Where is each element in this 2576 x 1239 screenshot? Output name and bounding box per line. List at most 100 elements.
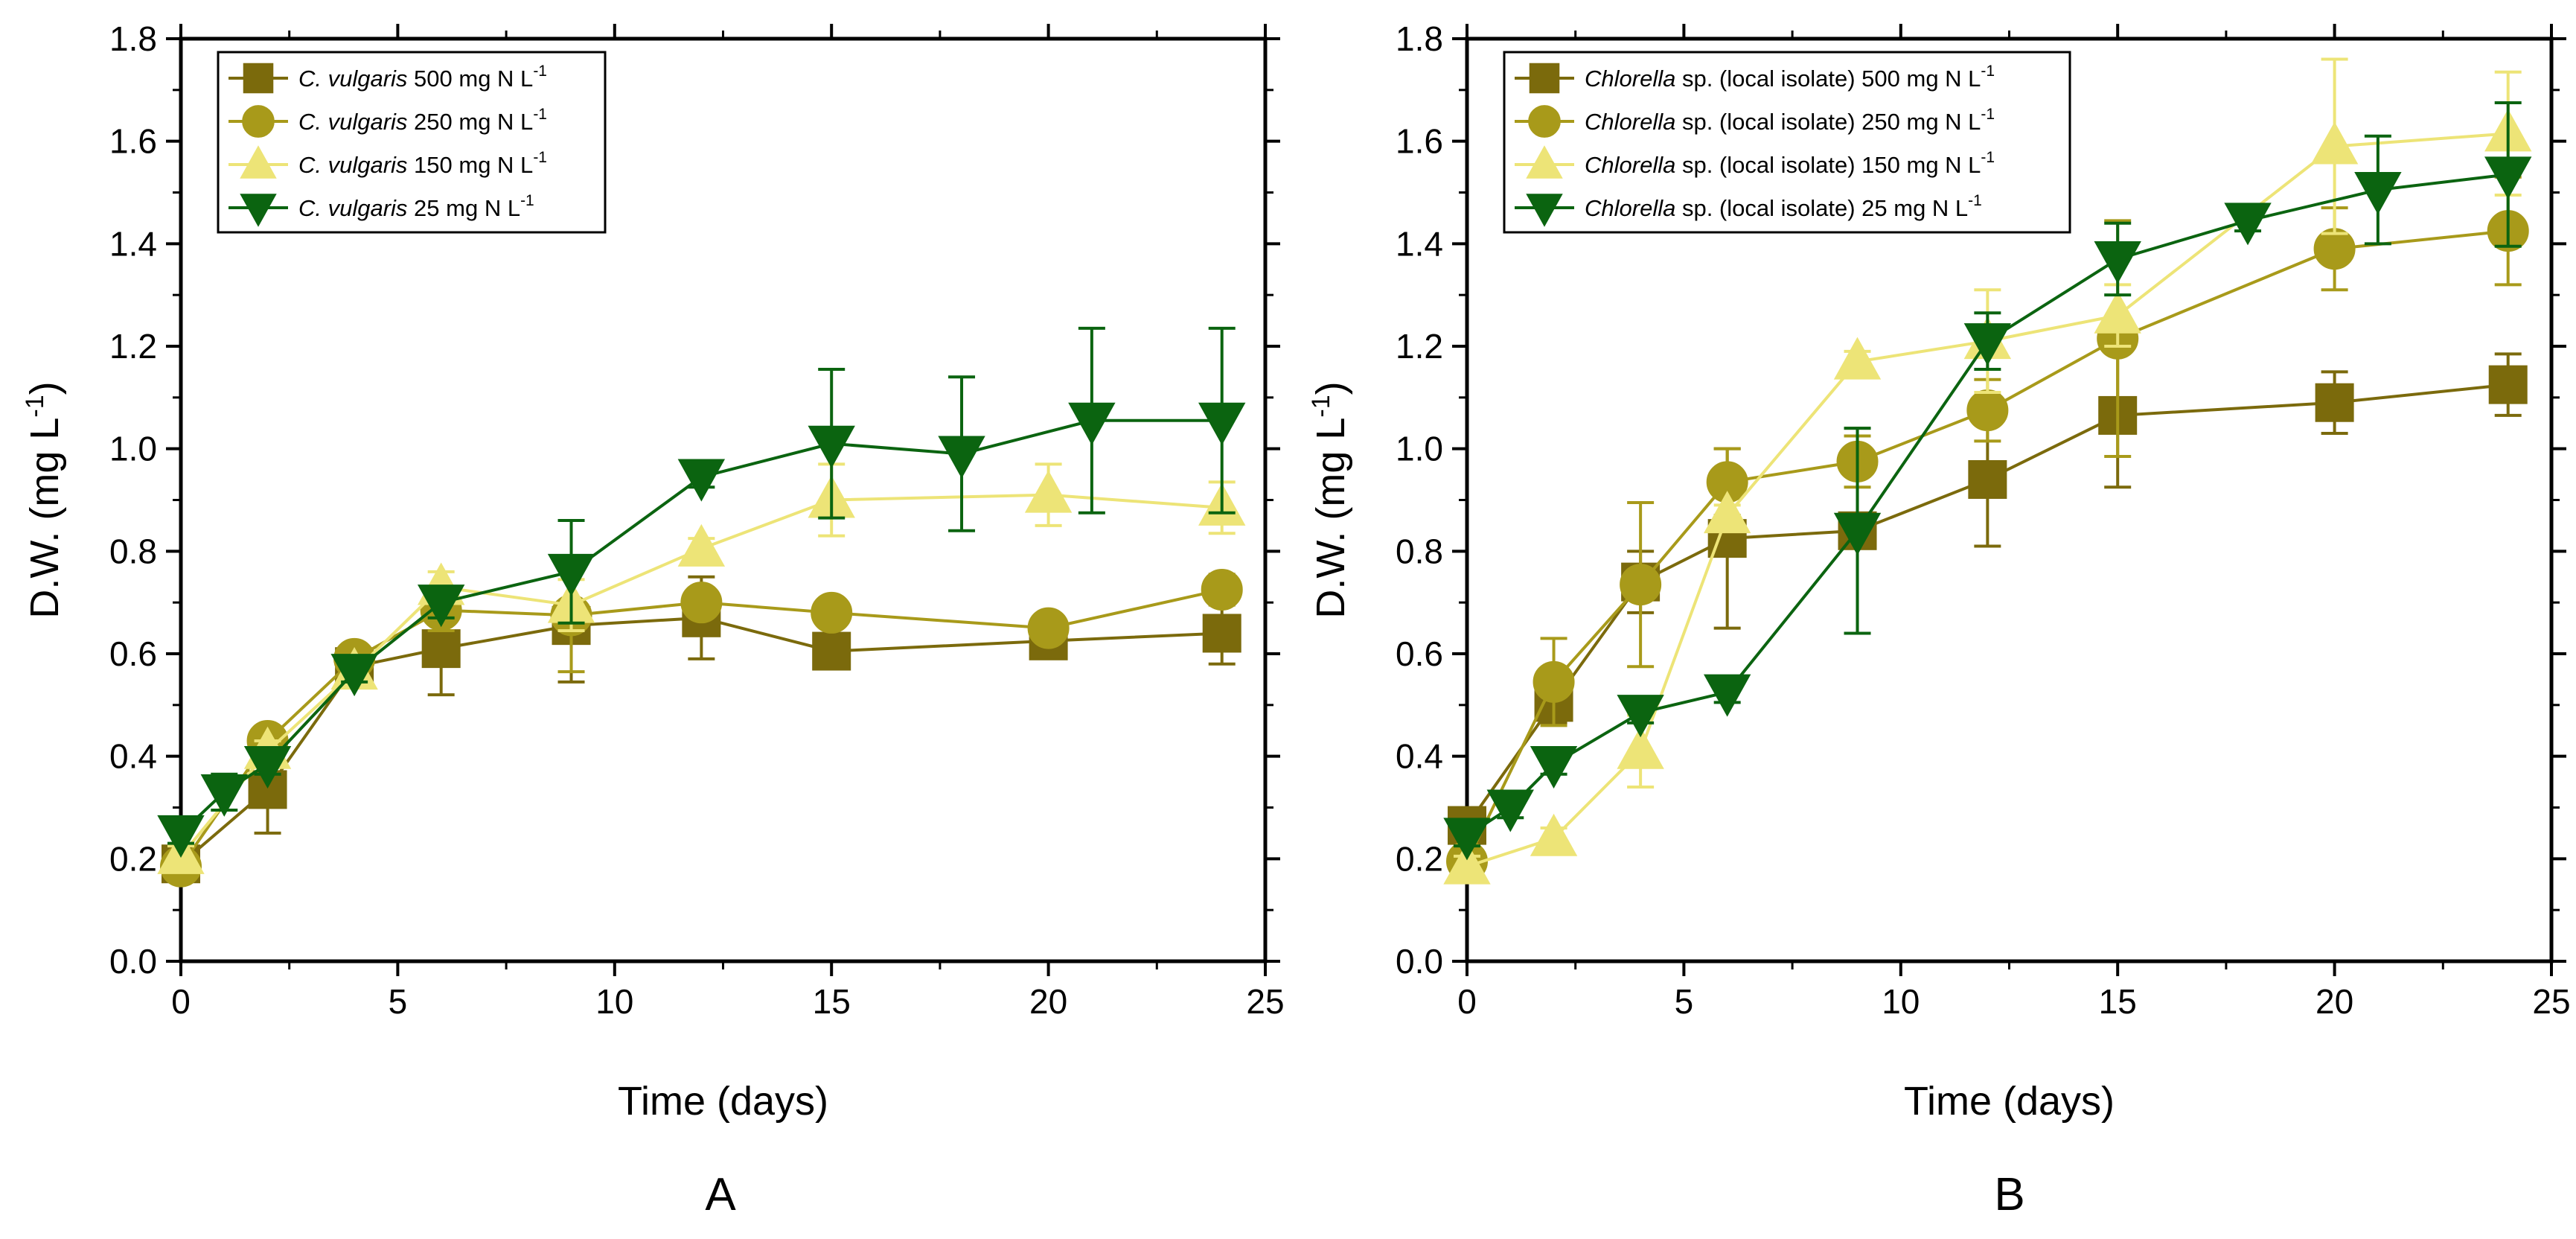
x-tick-label: 15	[813, 982, 851, 1021]
legend-label-rest: 250 mg N L	[407, 109, 533, 135]
x-tick-label: 20	[1029, 982, 1067, 1021]
data-point	[1024, 470, 1073, 513]
y-axis-title-main: D.W. (mg L	[1308, 418, 1353, 619]
legend-marker-group	[1529, 63, 1560, 94]
legend-label: Chlorella sp. (local isolate) 25 mg N L-…	[1585, 192, 1982, 221]
legend-box	[217, 51, 607, 234]
data-point	[1620, 564, 1662, 606]
data-point	[1202, 614, 1241, 653]
data-point	[808, 425, 855, 468]
series-circle	[160, 557, 1243, 888]
legend-marker-group	[240, 145, 277, 179]
legend-label-italic: Chlorella	[1585, 66, 1675, 92]
y-tick-label: 0.2	[1396, 839, 1443, 878]
legend: Chlorella sp. (local isolate) 500 mg N L…	[1503, 51, 2071, 234]
y-tick-label: 0.6	[109, 634, 157, 673]
legend-label-rest: 150 mg N L	[407, 152, 533, 178]
y-axis-title: D.W. (mg L-1)	[1307, 381, 1353, 618]
chart-panel-b: 0 5 10 15 20 25 0.0 0.2 0.4 0.6 0.8 1.0 1.2 1.4 1.6 1.8…	[1307, 19, 2571, 1220]
data-point	[680, 582, 723, 624]
legend-marker-group	[242, 105, 275, 138]
legend-entry: Chlorella sp. (local isolate) 500 mg N L…	[1515, 63, 1995, 94]
data-point	[421, 629, 461, 669]
legend-label: C. vulgaris 250 mg N L-1	[298, 106, 547, 135]
legend-label-italic: Chlorella	[1585, 195, 1675, 221]
x-tick-label: 0	[171, 982, 191, 1021]
data-point	[2224, 203, 2272, 246]
data-point	[1833, 337, 1882, 380]
x-tick-label: 15	[2099, 982, 2137, 1021]
legend-marker	[1526, 194, 1563, 227]
legend-marker-group	[240, 194, 277, 227]
legend-entry: C. vulgaris 500 mg N L-1	[228, 63, 547, 94]
panel-letter: A	[705, 1169, 736, 1220]
y-tick-label: 0.0	[1396, 942, 1443, 981]
y-tick-label: 1.6	[109, 122, 157, 161]
y-tick-label: 1.4	[109, 224, 157, 263]
legend-label: Chlorella sp. (local isolate) 250 mg N L…	[1585, 106, 1995, 135]
x-tick-label: 5	[1675, 982, 1694, 1021]
legend-marker	[1528, 105, 1561, 138]
legend-marker	[243, 63, 274, 94]
data-point	[938, 436, 985, 479]
legend-entry: Chlorella sp. (local isolate) 25 mg N L-…	[1515, 192, 1982, 227]
y-tick-label: 1.0	[1396, 430, 1443, 468]
y-tick-label: 1.4	[1396, 224, 1443, 263]
panel-letter: B	[1994, 1169, 2024, 1220]
legend-marker	[240, 145, 277, 179]
y-tick-label: 1.0	[109, 430, 157, 468]
legend-entry: C. vulgaris 250 mg N L-1	[228, 105, 547, 138]
legend-label-italic: C. vulgaris	[298, 66, 407, 92]
y-axis-title-close: )	[22, 381, 67, 395]
series-triangle-up	[157, 462, 1246, 874]
data-point	[2315, 383, 2354, 422]
data-point	[811, 591, 853, 634]
legend-entry: C. vulgaris 25 mg N L-1	[228, 192, 534, 227]
legend-label: C. vulgaris 25 mg N L-1	[298, 192, 534, 221]
plot-area	[157, 326, 1246, 888]
x-axis-title: Time (days)	[1904, 1079, 2115, 1124]
y-axis-title-sup: -1	[21, 395, 49, 417]
legend-label-rest: 500 mg N L	[407, 66, 533, 92]
legend-label-rest: 25 mg N L	[407, 195, 520, 221]
x-tick-label: 0	[1457, 982, 1477, 1021]
y-tick-label: 1.2	[109, 327, 157, 366]
data-point	[2354, 172, 2402, 215]
y-axis-title: D.W. (mg L-1)	[21, 381, 67, 618]
y-tick-label: 0.2	[109, 839, 157, 878]
legend-marker	[1529, 63, 1560, 94]
data-point	[1443, 841, 1491, 885]
y-tick-label: 0.4	[1396, 737, 1443, 776]
data-point	[157, 815, 205, 858]
y-tick-label: 0.0	[109, 942, 157, 981]
legend-label-sup: -1	[1968, 192, 1982, 209]
data-point	[200, 774, 248, 817]
data-point	[547, 553, 595, 596]
data-point	[2094, 241, 2141, 284]
legend-marker	[242, 105, 275, 138]
data-point	[1703, 491, 1751, 534]
legend-marker	[1526, 145, 1563, 179]
legend-label: C. vulgaris 500 mg N L-1	[298, 63, 547, 92]
legend-label-rest: sp. (local isolate) 250 mg N L	[1675, 109, 1981, 135]
data-point	[2484, 156, 2532, 200]
data-point	[812, 631, 851, 671]
y-tick-label: 0.6	[1396, 634, 1443, 673]
legend-label-sup: -1	[533, 106, 547, 123]
legend-entry: Chlorella sp. (local isolate) 250 mg N L…	[1515, 105, 1995, 138]
data-point	[1617, 726, 1664, 769]
legend-label: Chlorella sp. (local isolate) 500 mg N L…	[1585, 63, 1995, 92]
data-point	[1963, 323, 2012, 366]
series-triangle-down	[157, 326, 1246, 858]
data-point	[2310, 121, 2359, 165]
legend-label-sup: -1	[533, 149, 547, 166]
legend-label-italic: C. vulgaris	[298, 152, 407, 178]
y-tick-label: 0.8	[109, 532, 157, 570]
x-tick-label: 5	[389, 982, 408, 1021]
data-point	[1027, 607, 1070, 649]
data-point	[1486, 789, 1534, 832]
legend-label-italic: C. vulgaris	[298, 195, 407, 221]
data-point	[1201, 568, 1243, 611]
